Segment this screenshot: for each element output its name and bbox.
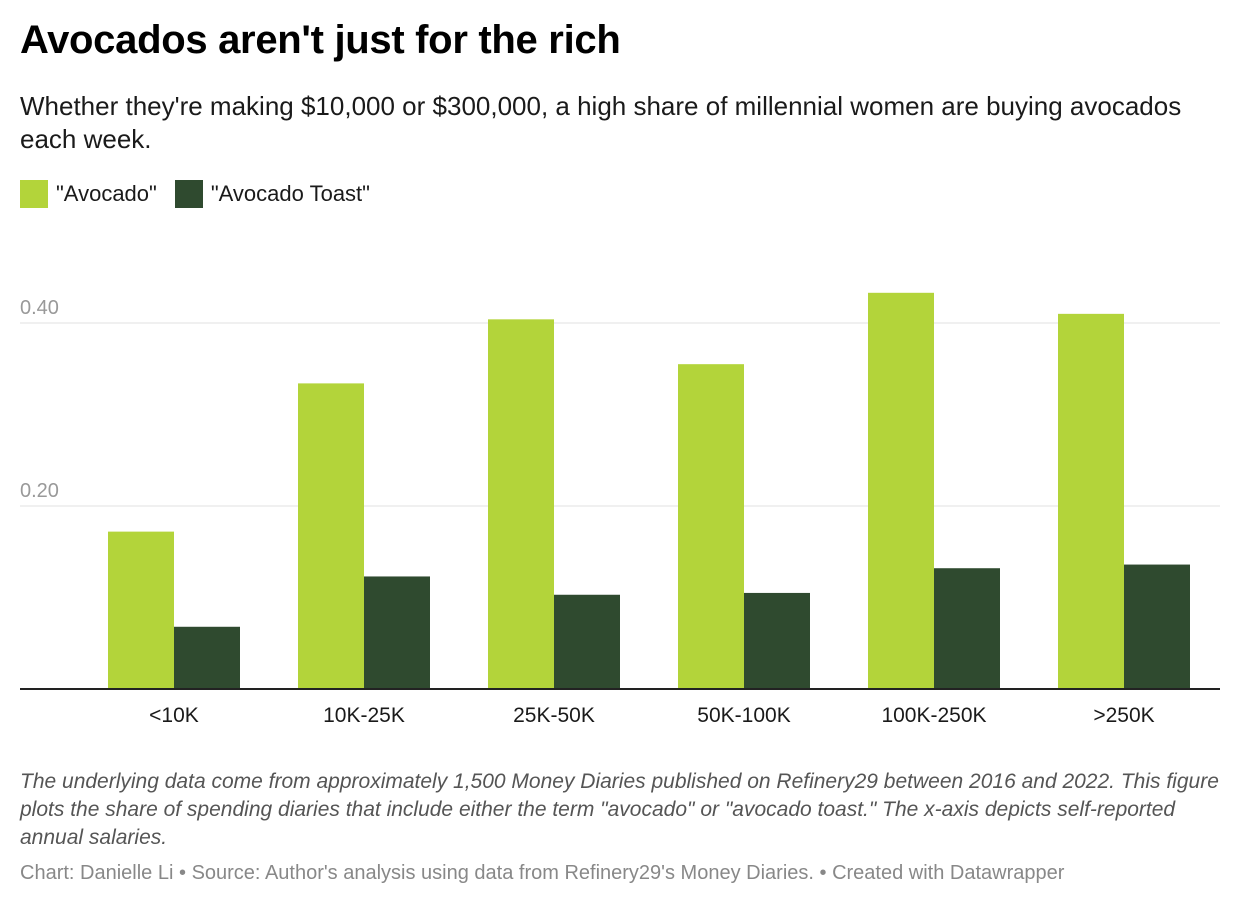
y-tick-label: 0.20 — [20, 480, 59, 502]
bar-avocado — [678, 364, 744, 689]
x-tick-label: 25K-50K — [513, 704, 595, 727]
bar-avocado — [488, 319, 554, 689]
bar-avocado — [298, 383, 364, 689]
chart-title: Avocados aren't just for the rich — [20, 18, 621, 62]
bar-avocado-toast — [1124, 564, 1190, 689]
bar-avocado — [868, 292, 934, 689]
x-tick-label: <10K — [149, 704, 199, 727]
legend-label-avocado-toast: "Avocado Toast" — [210, 181, 370, 206]
bar-chart: 0.20 0.40 <10K 10K-25K 25K-50K 50K-100K 100K-2… — [20, 292, 1220, 727]
x-tick-label: >250K — [1093, 704, 1154, 727]
bar-avocado-toast — [934, 568, 1000, 689]
x-tick-label: 50K-100K — [697, 704, 790, 727]
bar-avocado — [108, 531, 174, 689]
bar-avocado — [1058, 313, 1124, 689]
bar-avocado-toast — [174, 626, 240, 689]
legend-label-avocado: "Avocado" — [56, 181, 157, 206]
footer-source: Source: Author's analysis using data fro… — [191, 862, 814, 884]
legend-item-avocado-toast: "Avocado Toast" — [174, 180, 370, 208]
bar-avocado-toast — [554, 594, 620, 689]
footer-created-with: Created with Datawrapper — [832, 862, 1065, 884]
footer-separator: • — [178, 862, 186, 884]
bar-avocado-toast — [744, 592, 810, 689]
legend-swatch-avocado — [20, 180, 48, 208]
footer-separator-2: • — [819, 862, 827, 884]
chart-footer: Chart: Danielle Li • Source: Author's an… — [20, 862, 1064, 885]
y-tick-label: 0.40 — [20, 297, 59, 319]
x-tick-label: 10K-25K — [323, 704, 405, 727]
chart-notes: The underlying data come from approximat… — [20, 770, 1219, 849]
x-tick-label: 100K-250K — [881, 704, 986, 727]
footer-chart-credit: Chart: Danielle Li — [20, 862, 174, 884]
legend-item-avocado: "Avocado" — [20, 180, 157, 208]
chart-legend: "Avocado" "Avocado Toast" — [20, 179, 388, 209]
chart-subtitle: Whether they're making $10,000 or $300,0… — [20, 91, 1182, 154]
legend-swatch-avocado-toast — [174, 180, 203, 208]
bar-avocado-toast — [364, 576, 430, 689]
